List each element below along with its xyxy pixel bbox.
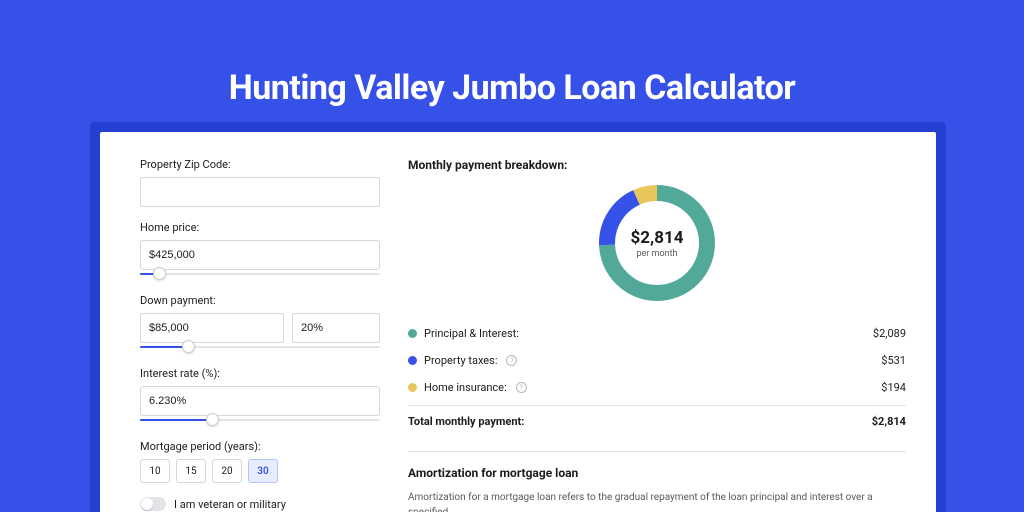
calculator-card: Property Zip Code: Home price: Down paym…	[100, 132, 936, 512]
zip-input[interactable]	[140, 177, 380, 207]
slider-fill	[140, 346, 188, 348]
home-price-input[interactable]	[140, 240, 380, 270]
legend-left: Principal & Interest:	[408, 327, 519, 340]
down-payment-percent-input[interactable]	[292, 313, 380, 343]
slider-thumb[interactable]	[206, 413, 219, 426]
interest-rate-block: Interest rate (%):	[140, 367, 380, 426]
legend-total-amount: $2,814	[872, 415, 906, 428]
amortization-title: Amortization for mortgage loan	[408, 466, 906, 480]
legend-row-2: Home insurance:? $194	[408, 374, 906, 401]
breakdown-title: Monthly payment breakdown:	[408, 158, 906, 172]
veteran-toggle-label: I am veteran or military	[174, 498, 286, 511]
legend-label: Property taxes:	[424, 354, 497, 367]
legend-total-label: Total monthly payment:	[408, 415, 524, 428]
legend-row-1: Property taxes:? $531	[408, 347, 906, 374]
donut-sub: per month	[636, 249, 677, 259]
legend-left: Property taxes:?	[408, 354, 517, 367]
down-payment-block: Down payment:	[140, 294, 380, 353]
down-payment-label: Down payment:	[140, 294, 380, 307]
page-title: Hunting Valley Jumbo Loan Calculator	[0, 68, 1024, 108]
home-price-label: Home price:	[140, 221, 380, 234]
period-option-10[interactable]: 10	[140, 459, 170, 483]
form-panel: Property Zip Code: Home price: Down paym…	[140, 158, 380, 512]
legend-label: Principal & Interest:	[424, 327, 519, 340]
info-icon[interactable]: ?	[506, 355, 517, 366]
down-payment-slider[interactable]	[140, 341, 380, 353]
card-shadow: Property Zip Code: Home price: Down paym…	[90, 122, 946, 512]
donut-center: $2,814 per month	[598, 184, 716, 302]
home-price-block: Home price:	[140, 221, 380, 280]
page-background: Hunting Valley Jumbo Loan Calculator Pro…	[0, 0, 1024, 512]
interest-rate-input[interactable]	[140, 386, 380, 416]
period-option-30[interactable]: 30	[248, 459, 278, 483]
legend-left: Home insurance:?	[408, 381, 527, 394]
amortization-text: Amortization for a mortgage loan refers …	[408, 490, 906, 512]
down-payment-row	[140, 313, 380, 343]
period-option-15[interactable]: 15	[176, 459, 206, 483]
slider-fill	[140, 419, 212, 421]
donut-chart: $2,814 per month	[598, 184, 716, 302]
legend-total-row: Total monthly payment: $2,814	[408, 405, 906, 435]
interest-rate-slider[interactable]	[140, 414, 380, 426]
legend-amount: $194	[881, 381, 906, 394]
period-option-20[interactable]: 20	[212, 459, 242, 483]
breakdown-panel: Monthly payment breakdown: $2,814 per mo…	[408, 158, 906, 512]
veteran-toggle-row: I am veteran or military	[140, 497, 380, 511]
interest-rate-label: Interest rate (%):	[140, 367, 380, 380]
slider-thumb[interactable]	[153, 267, 166, 280]
zip-field-block: Property Zip Code:	[140, 158, 380, 207]
mortgage-period-options: 10152030	[140, 459, 380, 483]
legend-dot-icon	[408, 329, 417, 338]
slider-line	[140, 273, 380, 275]
legend-amount: $531	[881, 354, 906, 367]
donut-amount: $2,814	[631, 228, 684, 248]
legend-amount: $2,089	[873, 327, 906, 340]
slider-thumb[interactable]	[182, 340, 195, 353]
legend-label: Home insurance:	[424, 381, 507, 394]
zip-label: Property Zip Code:	[140, 158, 380, 171]
info-icon[interactable]: ?	[516, 382, 527, 393]
legend-list: Principal & Interest: $2,089 Property taxe…	[408, 320, 906, 401]
legend-dot-icon	[408, 383, 417, 392]
mortgage-period-label: Mortgage period (years):	[140, 440, 380, 453]
legend-dot-icon	[408, 356, 417, 365]
toggle-knob	[141, 498, 153, 510]
veteran-toggle[interactable]	[140, 497, 166, 511]
mortgage-period-block: Mortgage period (years): 10152030	[140, 440, 380, 483]
home-price-slider[interactable]	[140, 268, 380, 280]
amortization-section: Amortization for mortgage loan Amortizat…	[408, 451, 906, 512]
legend-row-0: Principal & Interest: $2,089	[408, 320, 906, 347]
donut-wrap: $2,814 per month	[408, 184, 906, 302]
down-payment-amount-input[interactable]	[140, 313, 284, 343]
